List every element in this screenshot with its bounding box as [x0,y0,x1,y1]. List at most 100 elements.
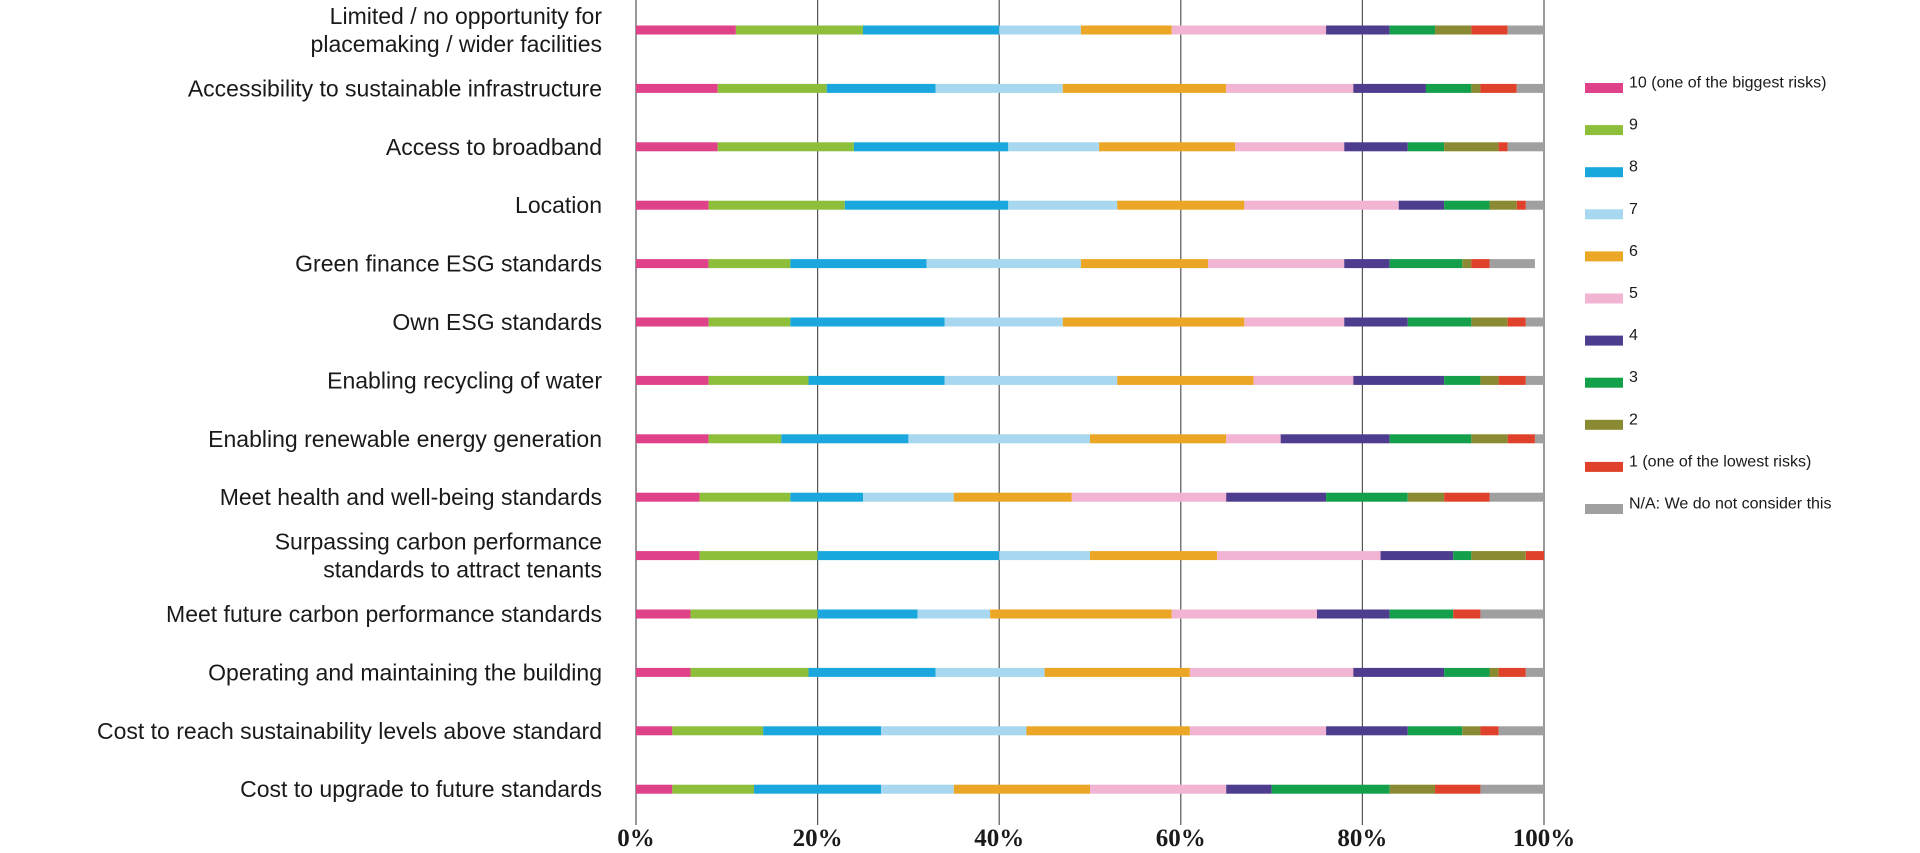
bar-segment [1189,726,1327,736]
bar-segment [781,434,909,444]
category-label: Enabling renewable energy generation [208,426,602,452]
bar-segment [708,317,791,327]
bar-segment [926,259,1081,269]
bar-segment [1244,200,1399,210]
bar-segment [1489,492,1544,502]
bar-segment [636,726,673,736]
legend-swatch [1585,125,1623,136]
bar-segment [808,375,945,385]
legend: 10 (one of the biggest risks) 9 8 7 6 5 4 3 2 1 (… [1585,75,1831,514]
bar-segment [1026,726,1190,736]
bar-segment [1353,83,1426,93]
bar-segment [690,609,818,619]
bar-segment [690,667,809,677]
bar-segment [1516,83,1544,93]
bar-segment [1498,726,1544,736]
bar-segment [1480,375,1499,385]
category-label: Own ESG standards [392,309,602,335]
bar-segment [1389,434,1472,444]
bar-segment [1090,784,1227,794]
bar-segment [1407,492,1445,502]
bar-segment [699,492,791,502]
bar-segment [944,317,1063,327]
category-label: Accessibility to sustainable infrastruct… [188,75,602,101]
bar-segment [1525,667,1544,677]
bar-segment [853,142,1009,152]
bar-segment [808,667,936,677]
bar-segment [636,667,691,677]
bar-segment [817,609,918,619]
x-tick-label: 0% [617,825,655,852]
category-labels: Limited / no opportunity forplacemaking … [97,3,602,802]
legend-label: 9 [1629,117,1638,134]
bar-segment [1344,142,1408,152]
legend-label: 5 [1629,285,1638,302]
legend-swatch [1585,461,1623,472]
bar-segment [1471,83,1481,93]
x-tick-label: 80% [1337,825,1387,852]
bar-segment [999,25,1081,35]
bar-segment [1235,142,1345,152]
bar-segment [1380,551,1454,561]
legend-label: 1 (one of the lowest risks) [1629,453,1811,470]
x-tick-label: 100% [1513,825,1576,852]
bar-segment [999,551,1090,561]
bar-segment [1090,434,1227,444]
bar-segment [636,317,709,327]
bar-segment [1044,667,1190,677]
bar-segment [1344,317,1408,327]
bar-segment [1090,551,1218,561]
bar-segment [1525,200,1544,210]
bar-segment [1253,375,1354,385]
category-label: placemaking / wider facilities [311,31,602,57]
bar-segment [935,667,1045,677]
bar-segment [636,25,736,35]
bar-segment [1080,25,1172,35]
bar-segment [953,784,1090,794]
bar-segment [1217,551,1381,561]
bar-segment [1489,259,1535,269]
bar-segment [708,259,791,269]
bar-segment [1471,434,1508,444]
bar-segment [708,200,845,210]
category-label: Meet future carbon performance standards [166,601,602,627]
legend-swatch [1585,293,1623,304]
bar-segment [1425,83,1472,93]
bar-segment [1353,667,1445,677]
bar-segment [1226,434,1281,444]
legend-label: 8 [1629,159,1638,176]
bar-segment [1435,25,1472,35]
bar-segment [844,200,1009,210]
legend-label: 3 [1629,369,1638,386]
category-label: Green finance ESG standards [295,251,602,277]
category-label: Operating and maintaining the building [208,659,602,685]
bar-segment [1071,492,1227,502]
bar-segment [1480,726,1499,736]
category-label: Enabling recycling of water [327,367,602,393]
bar-segment [717,83,827,93]
bar-segment [1525,375,1544,385]
legend-swatch [1585,251,1623,262]
bar-segment [1008,200,1118,210]
bar-segment [1226,784,1272,794]
bar-segment [1444,200,1490,210]
bar-segment [636,259,709,269]
bar-segment [1326,726,1408,736]
bar-segment [1189,667,1354,677]
x-tick-label: 40% [974,825,1024,852]
bar-segment [1507,434,1535,444]
bar-segment [1435,784,1481,794]
bar-segment [1062,317,1245,327]
bar-segment [990,609,1172,619]
bar-segment [708,434,782,444]
bar-segment [636,200,709,210]
bar-segment [636,375,709,385]
bar-segment [1226,83,1354,93]
bar-segment [1489,200,1517,210]
bar-segment [1280,434,1390,444]
bar-segment [754,784,882,794]
bar-segment [1516,200,1526,210]
bar-segment [1480,784,1544,794]
bar-segment [1344,259,1390,269]
legend-swatch [1585,83,1623,93]
